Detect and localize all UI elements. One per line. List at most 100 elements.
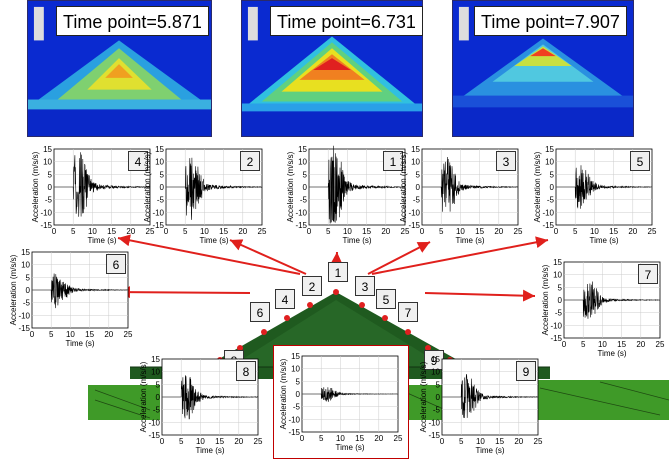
x-tick-label: 5: [581, 340, 586, 349]
y-tick-label: 0: [48, 183, 53, 192]
x-tick-label: 20: [374, 434, 383, 443]
y-tick-label: 0: [303, 183, 308, 192]
acceleration-series: [442, 374, 538, 419]
dam-label-1: 1: [328, 262, 348, 282]
acceleration-series: [166, 157, 263, 220]
x-tick-label: 20: [126, 227, 135, 236]
y-tick-label: 10: [298, 158, 307, 167]
y-tick-label: 15: [411, 145, 420, 154]
y-axis-label: Acceleration (m/s/s): [9, 254, 18, 325]
y-tick-label: 5: [436, 380, 441, 389]
x-tick-label: 20: [104, 330, 113, 339]
y-tick-label: 0: [296, 390, 301, 399]
x-tick-label: 25: [254, 437, 263, 446]
y-tick-label: -15: [288, 428, 300, 437]
x-tick-label: 15: [107, 227, 116, 236]
x-tick-label: 0: [562, 340, 567, 349]
y-tick-label: 15: [291, 352, 300, 361]
x-tick-label: 20: [234, 437, 243, 446]
x-tick-label: 20: [636, 340, 645, 349]
x-tick-label: 10: [88, 227, 97, 236]
x-tick-label: 15: [609, 227, 618, 236]
y-tick-label: -5: [300, 196, 308, 205]
x-tick-label: 25: [146, 227, 155, 236]
acceleration-series: [54, 152, 151, 217]
dam-label-4: 4: [275, 289, 295, 309]
dam-label-6: 6: [250, 302, 270, 322]
plot-id-label: 4: [128, 151, 148, 171]
x-tick-label: 25: [648, 227, 657, 236]
y-tick-label: -10: [148, 418, 160, 427]
y-axis-label: Acceleration (m/s/s): [139, 361, 148, 432]
x-tick-label: 15: [495, 437, 504, 446]
plot-id-label: 2: [240, 151, 260, 171]
y-tick-label: 10: [21, 261, 30, 270]
x-tick-label: 20: [628, 227, 637, 236]
y-tick-label: -10: [550, 321, 562, 330]
x-tick-label: 5: [179, 437, 184, 446]
y-axis-label: Acceleration (m/s/s): [541, 264, 550, 335]
y-tick-label: 10: [291, 365, 300, 374]
x-tick-label: 15: [475, 227, 484, 236]
y-tick-label: 10: [545, 158, 554, 167]
y-tick-label: 5: [416, 170, 421, 179]
x-tick-label: 5: [326, 227, 331, 236]
y-tick-label: -15: [148, 431, 160, 440]
y-axis-label: Acceleration (m/s/s): [286, 151, 295, 222]
x-tick-label: 5: [71, 227, 76, 236]
x-tick-label: 5: [573, 227, 578, 236]
x-tick-label: 20: [238, 227, 247, 236]
y-tick-label: -15: [550, 334, 562, 343]
x-tick-label: 25: [514, 227, 523, 236]
y-tick-label: -10: [152, 208, 164, 217]
x-tick-label: 10: [200, 227, 209, 236]
y-tick-label: -15: [40, 221, 52, 230]
y-tick-label: -15: [295, 221, 307, 230]
y-tick-label: -15: [428, 431, 440, 440]
y-tick-label: -5: [555, 309, 563, 318]
y-tick-label: 5: [296, 377, 301, 386]
y-axis-label: Acceleration (m/s/s): [419, 361, 428, 432]
dam-label-2: 2: [302, 276, 322, 296]
x-axis-label: Time (s): [87, 236, 116, 245]
y-tick-label: 15: [43, 145, 52, 154]
x-tick-label: 25: [394, 434, 403, 443]
y-tick-label: 5: [156, 380, 161, 389]
acceleration-series: [302, 387, 399, 403]
y-tick-label: -10: [18, 311, 30, 320]
x-axis-label: Time (s): [195, 446, 224, 455]
y-tick-label: 10: [553, 271, 562, 280]
y-tick-label: 5: [48, 170, 53, 179]
y-tick-label: -15: [18, 324, 30, 333]
x-tick-label: 15: [215, 437, 224, 446]
y-tick-label: 5: [303, 170, 308, 179]
x-axis-label: Time (s): [199, 236, 228, 245]
y-tick-label: -5: [547, 196, 555, 205]
y-tick-label: -5: [153, 406, 161, 415]
x-axis-label: Time (s): [597, 349, 626, 358]
x-tick-label: 10: [66, 330, 75, 339]
y-tick-label: -5: [433, 406, 441, 415]
x-tick-label: 5: [319, 434, 324, 443]
y-tick-label: -5: [157, 196, 165, 205]
y-axis-label: Acceleration (m/s/s): [533, 151, 542, 222]
y-tick-label: 15: [151, 355, 160, 364]
y-tick-label: 15: [298, 145, 307, 154]
x-tick-label: 15: [219, 227, 228, 236]
dam-label-7: 7: [398, 302, 418, 322]
x-axis-label: Time (s): [475, 446, 504, 455]
x-tick-label: 15: [85, 330, 94, 339]
x-tick-label: 25: [401, 227, 410, 236]
dam-label-3: 3: [355, 276, 375, 296]
x-tick-label: 15: [355, 434, 364, 443]
x-tick-label: 15: [362, 227, 371, 236]
plot-id-label: 5: [630, 151, 650, 171]
y-tick-label: 0: [436, 393, 441, 402]
y-tick-label: -10: [40, 208, 52, 217]
y-tick-label: 10: [155, 158, 164, 167]
y-axis-label: Acceleration (m/s/s): [399, 151, 408, 222]
y-tick-label: 15: [21, 248, 30, 257]
y-tick-label: -5: [293, 403, 301, 412]
x-tick-label: 0: [440, 437, 445, 446]
y-tick-label: 10: [43, 158, 52, 167]
